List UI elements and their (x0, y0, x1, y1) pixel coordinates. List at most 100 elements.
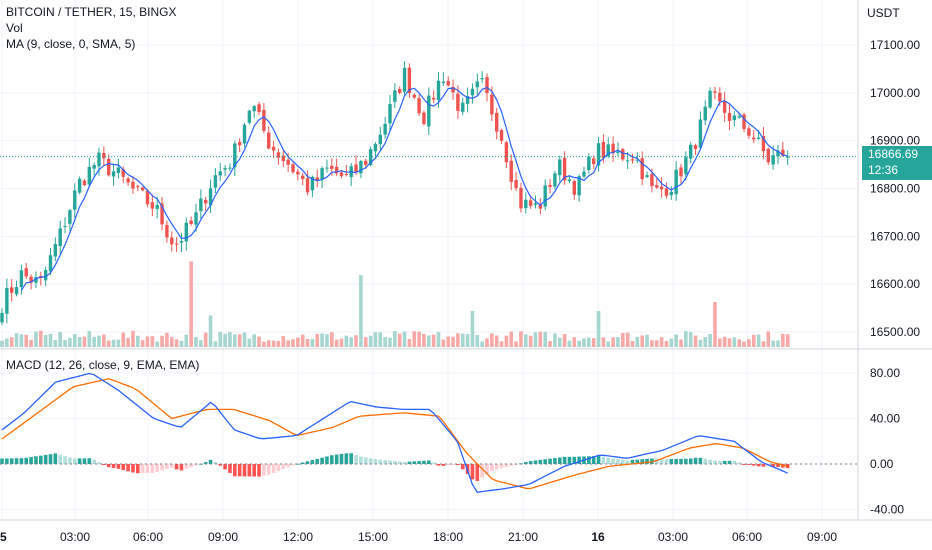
macd-histogram-bar (53, 453, 58, 464)
macd-histogram-bar (776, 464, 780, 468)
candle-body (577, 176, 581, 196)
volume-bar (77, 337, 82, 347)
candle-body (761, 135, 766, 152)
macd-histogram-bar (58, 454, 62, 464)
candle-body (625, 160, 630, 162)
macd-histogram-bar (39, 455, 43, 464)
volume-bar (266, 340, 271, 347)
candle-body (431, 97, 436, 100)
volume-bar (548, 341, 552, 347)
candle-body (136, 186, 140, 188)
macd-histogram-bar (242, 464, 247, 477)
macd-tick-label: 40.00 (870, 412, 900, 426)
candle-body (422, 112, 426, 125)
price-tick-label: 17000.00 (870, 86, 920, 100)
macd-histogram-bar (247, 464, 252, 477)
macd-histogram-bar (203, 462, 208, 464)
macd-histogram-bar (645, 458, 649, 464)
macd-histogram-bar (189, 464, 193, 468)
macd-histogram-bar (693, 457, 698, 464)
candle-body (456, 93, 460, 111)
macd-histogram-bar (659, 459, 664, 464)
candle-body (781, 149, 785, 156)
candle-body (630, 159, 635, 161)
volume-bar (208, 315, 213, 347)
volume-bar (68, 337, 72, 347)
candle-body (398, 88, 402, 93)
candle-body (281, 155, 285, 162)
volume-bar (509, 331, 514, 347)
candle-body (718, 92, 722, 102)
candle-body (301, 175, 305, 179)
candle-body (140, 187, 145, 191)
volume-bar (252, 334, 256, 347)
macd-histogram-bar (732, 460, 737, 464)
volume-bar (189, 261, 193, 347)
volume-bar (630, 341, 635, 347)
candle-body (524, 199, 528, 209)
volume-bar (499, 341, 504, 347)
macd-histogram-bar (761, 464, 766, 467)
macd-histogram-bar (509, 464, 514, 466)
candle-body (145, 190, 150, 205)
candle-body (402, 67, 407, 92)
macd-histogram-bar (722, 460, 727, 464)
volume-bar (562, 334, 567, 347)
volume-bar (305, 338, 310, 347)
macd-histogram-bar (262, 464, 266, 476)
candle-body (29, 276, 33, 283)
macd-histogram-bar (106, 464, 111, 468)
volume-bar (174, 339, 179, 347)
candle-body (58, 228, 62, 247)
volume-bar (587, 337, 591, 347)
volume-bar (635, 336, 640, 347)
volume-bar (363, 337, 368, 347)
candle-body (650, 174, 654, 187)
macd-histogram-bar (388, 460, 392, 464)
candle-body (165, 225, 169, 238)
candle-body (237, 141, 242, 146)
price-tick-label: 16600.00 (870, 277, 920, 291)
candle-body (713, 91, 717, 93)
candle-body (601, 141, 606, 159)
candle-body (77, 178, 82, 193)
candle-body (412, 94, 416, 98)
volume-bar (708, 334, 712, 347)
candle-body (519, 187, 523, 209)
volume-bar (460, 333, 465, 347)
macd-histogram-bar (344, 453, 349, 464)
candle-body (189, 220, 193, 224)
macd-histogram-bar (165, 464, 169, 470)
symbol-title[interactable]: BITCOIN / TETHER, 15, BINGX (6, 5, 177, 19)
candle-body (368, 149, 373, 166)
volume-bar (296, 337, 300, 347)
candle-body (461, 102, 465, 112)
macd-histogram-bar (562, 456, 567, 464)
macd-histogram-bar (126, 464, 130, 472)
macd-histogram-bar (616, 459, 620, 464)
macd-histogram (0, 453, 790, 481)
volume-legend[interactable]: Vol (6, 21, 23, 35)
macd-histogram-bar (286, 464, 290, 468)
volume-bar (169, 336, 174, 347)
volume-bar (451, 336, 455, 347)
candle-body (737, 116, 741, 118)
candle-body (659, 186, 664, 190)
candle-body (174, 243, 179, 245)
candle-body (208, 188, 213, 206)
volume-bar (475, 334, 480, 347)
candle-body (732, 115, 737, 121)
macd-histogram-bar (553, 458, 557, 464)
candle-body (325, 167, 329, 169)
macd-histogram-bar (427, 460, 431, 464)
candle-body (63, 226, 67, 228)
candle-body (596, 143, 601, 166)
volume-bar (785, 334, 790, 347)
volume-bar (373, 332, 378, 347)
macd-histogram-bar (208, 459, 213, 464)
macd-histogram-bar (72, 458, 77, 464)
macd-histogram-bar (300, 462, 305, 464)
ma-legend[interactable]: MA (9, close, 0, SMA, 5) (6, 37, 136, 51)
macd-legend[interactable]: MACD (12, 26, close, 9, EMA, EMA) (6, 358, 200, 372)
